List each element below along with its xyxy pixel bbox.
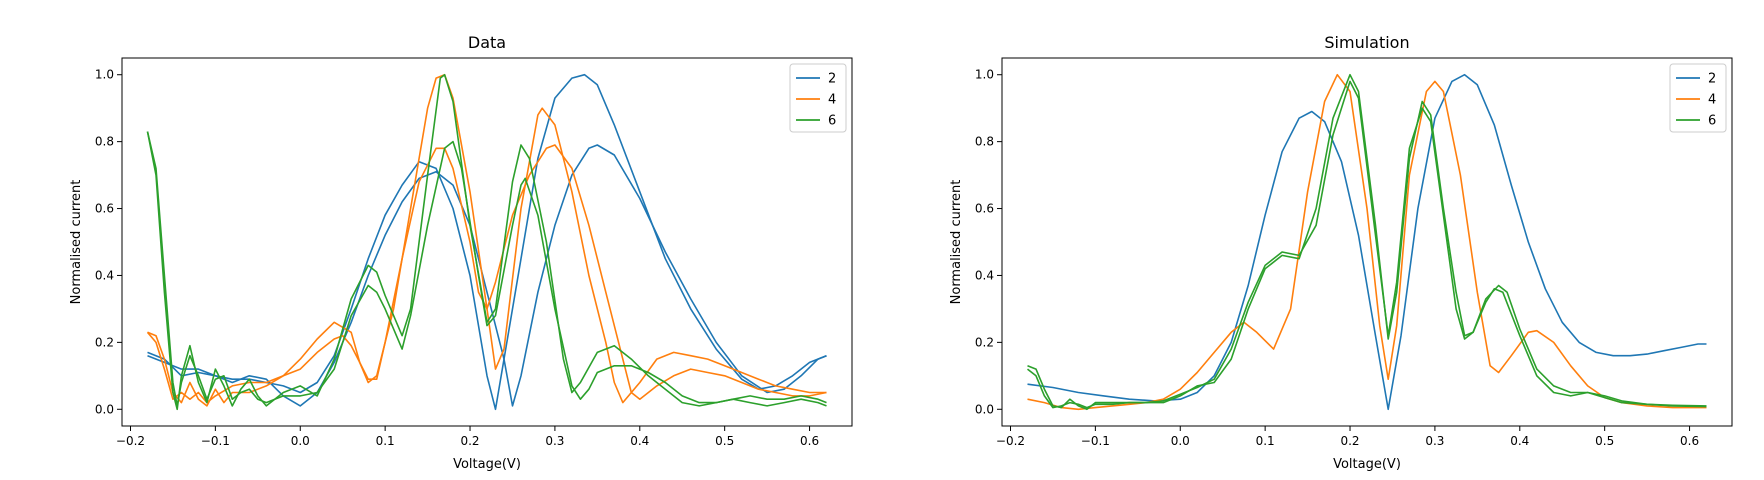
x-tick-label: 0.3 xyxy=(1425,434,1444,448)
y-tick-label: 0.6 xyxy=(975,202,994,216)
y-tick-label: 0.4 xyxy=(95,268,114,282)
axes-frame xyxy=(1001,57,1733,427)
y-tick-label: 0.6 xyxy=(95,202,114,216)
series-line-6-3 xyxy=(1027,80,1707,409)
y-tick-label: 0.4 xyxy=(975,268,994,282)
series-line-2-1 xyxy=(147,144,827,407)
x-tick-label: −0.1 xyxy=(201,434,230,448)
x-tick-label: −0.2 xyxy=(116,434,145,448)
y-axis-label: Normalised current xyxy=(69,180,84,305)
chart-title: Data xyxy=(468,33,506,52)
y-tick-label: 0.8 xyxy=(95,135,114,149)
legend-label-4: 4 xyxy=(1708,93,1716,108)
x-tick-label: −0.2 xyxy=(996,434,1025,448)
x-tick-label: 0.1 xyxy=(1256,434,1275,448)
x-tick-label: 0.0 xyxy=(291,434,310,448)
x-tick-label: 0.2 xyxy=(1340,434,1359,448)
plot-area: −0.2 −0.1 0.0 0.1 0.2 0.3 0.4 0.5 0.6 0.0 0.2 0.4 0.… xyxy=(975,57,1733,448)
axes-frame xyxy=(121,57,853,427)
series-line-6-5 xyxy=(146,131,827,407)
x-axis-label: Voltage(V) xyxy=(453,457,521,472)
y-tick-label: 1.0 xyxy=(975,68,994,82)
legend-box xyxy=(789,63,847,133)
chart-simulation: Simulation Voltage(V) Normalised current… xyxy=(949,33,1733,472)
y-tick-label: 0.0 xyxy=(95,402,114,416)
y-tick-label: 0.8 xyxy=(975,135,994,149)
chart-title: Simulation xyxy=(1324,33,1409,52)
series-line-4-3 xyxy=(146,144,827,404)
series-line-6-4 xyxy=(146,73,827,411)
y-tick-label: 0.2 xyxy=(975,335,994,349)
legend-label-6: 6 xyxy=(1708,114,1716,129)
legend-box xyxy=(1669,63,1727,133)
y-tick-label: 0.0 xyxy=(975,402,994,416)
y-tick-label: 0.2 xyxy=(95,335,114,349)
plot-area: −0.2 −0.1 0.0 0.1 0.2 0.3 0.4 0.5 0.6 0.0 0.2 0.4 0.… xyxy=(95,57,853,448)
x-axis-label: Voltage(V) xyxy=(1333,457,1401,472)
x-tick-label: 0.4 xyxy=(1510,434,1529,448)
legend-label-2: 2 xyxy=(1708,72,1716,87)
x-tick-label: 0.2 xyxy=(460,434,479,448)
legend-label-2: 2 xyxy=(828,72,836,87)
series-line-2-0 xyxy=(147,73,827,411)
chart-data: Data Voltage(V) Normalised current −0.2−… xyxy=(69,33,853,472)
x-tick-label: 0.3 xyxy=(545,434,564,448)
series-line-6-2 xyxy=(1027,73,1707,411)
x-tick-label: 0.5 xyxy=(1595,434,1614,448)
legend-label-6: 6 xyxy=(828,114,836,129)
series-line-2-0 xyxy=(1027,73,1707,411)
legend-label-4: 4 xyxy=(828,93,836,108)
x-tick-label: −0.1 xyxy=(1081,434,1110,448)
x-tick-label: 0.6 xyxy=(800,434,819,448)
y-axis-label: Normalised current xyxy=(949,180,964,305)
x-tick-label: 0.6 xyxy=(1680,434,1699,448)
y-tick-label: 1.0 xyxy=(95,68,114,82)
x-tick-label: 0.5 xyxy=(715,434,734,448)
x-tick-label: 0.1 xyxy=(376,434,395,448)
x-tick-label: 0.0 xyxy=(1171,434,1190,448)
x-tick-label: 0.4 xyxy=(630,434,649,448)
